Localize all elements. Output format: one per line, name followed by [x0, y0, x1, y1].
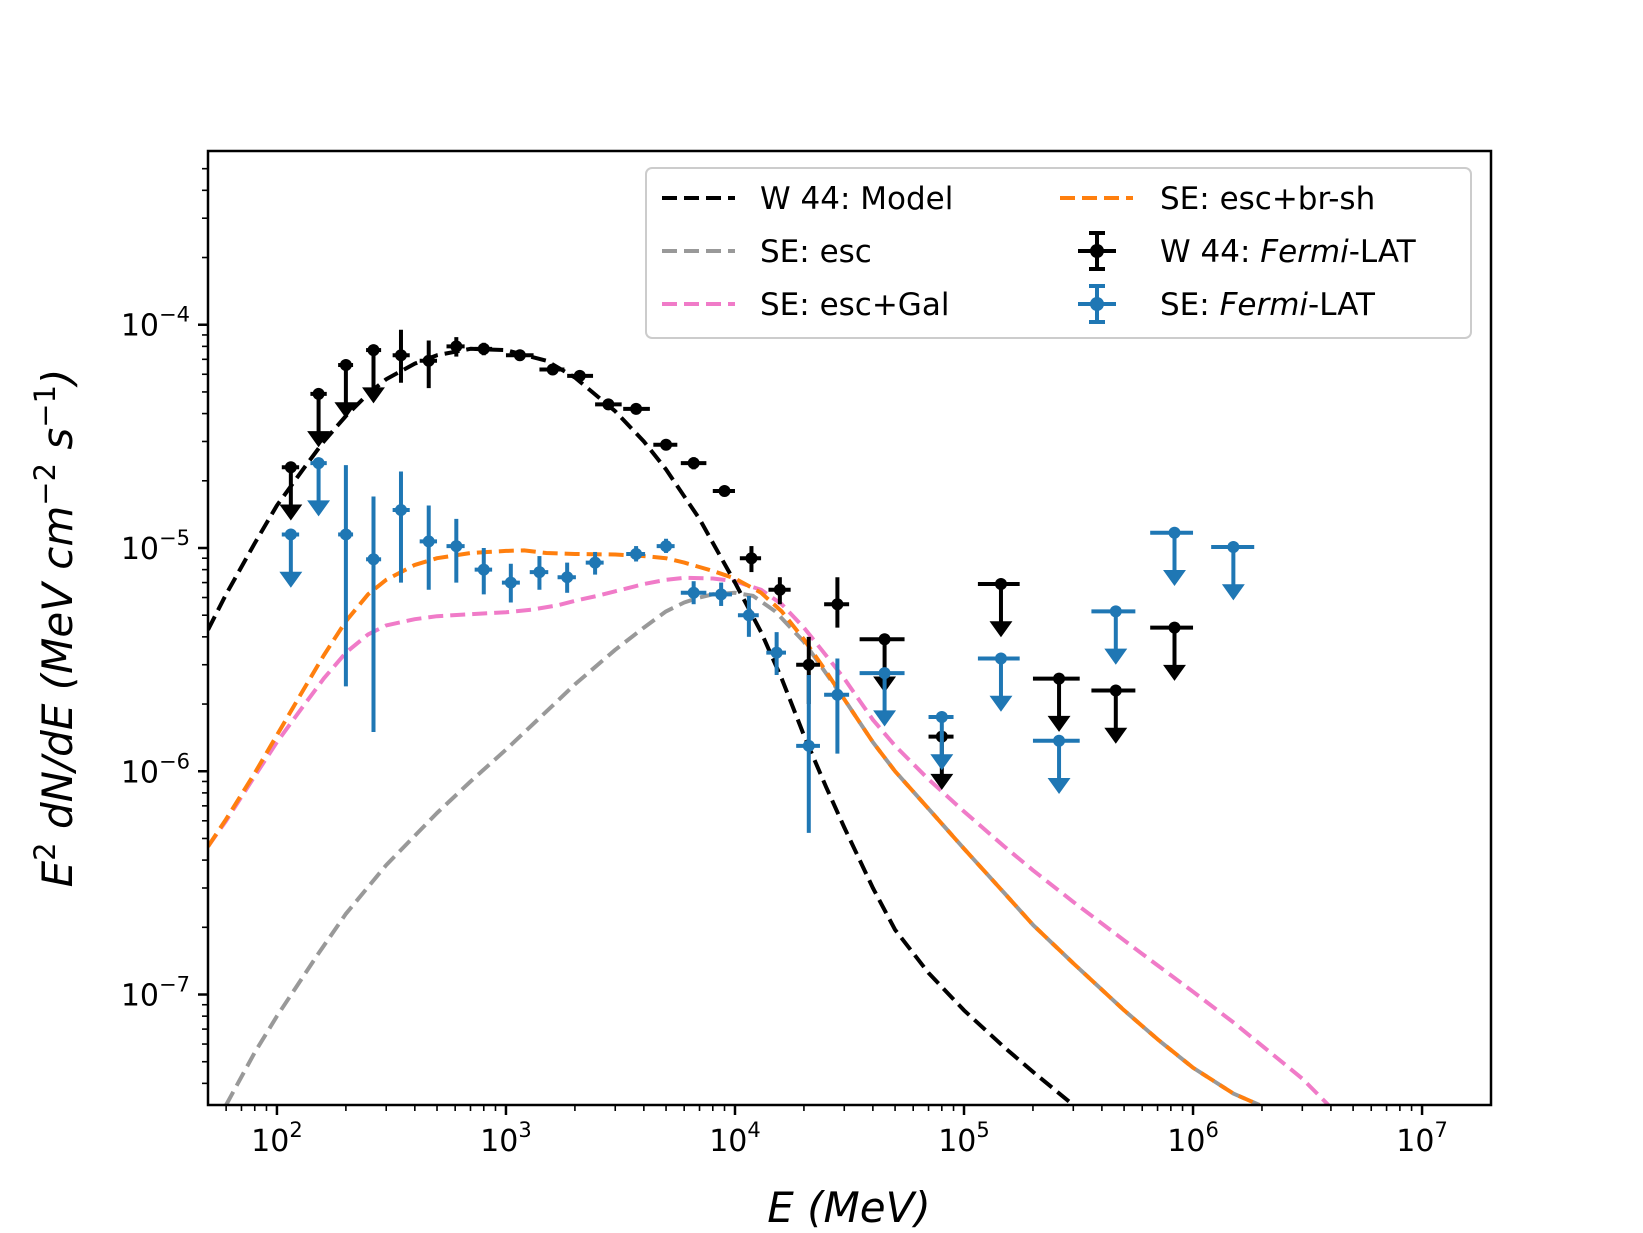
curve-w44-model [208, 346, 1075, 1105]
w44-fermi-point [567, 369, 594, 382]
se-fermi-point [557, 562, 576, 593]
w44-fermi-point [595, 398, 622, 411]
se-fermi-point [928, 710, 954, 771]
legend-swatch-se-fermi [1078, 284, 1116, 324]
w44-fermi-point [334, 359, 358, 419]
se-fermi-point [626, 546, 646, 562]
w44-fermi-point [768, 577, 791, 605]
w44-fermi-point [392, 329, 410, 383]
w44-fermi-point [446, 337, 465, 357]
y-tick-label: 10−6 [121, 749, 190, 790]
w44-fermi-point [1091, 684, 1136, 744]
curve-se-esc-gal [208, 575, 1330, 1105]
w44-fermi-point [279, 461, 303, 521]
legend-label-w44-model: W 44: Model [760, 181, 953, 217]
legend-frame [645, 167, 1472, 339]
se-fermi-point [859, 667, 905, 727]
w44-fermi-point [712, 485, 735, 498]
w44-fermi-point [505, 349, 534, 362]
se-fermi-point [307, 457, 331, 517]
se-fermi-point [977, 652, 1020, 712]
legend-label-se-fermi: SE: Fermi-LAT [1160, 287, 1376, 323]
se-fermi-point [737, 595, 759, 637]
x-tick-label: 106 [1167, 1118, 1219, 1159]
legend-label-se-esc-gal: SE: esc+Gal [760, 287, 949, 323]
x-tick-label: 103 [480, 1118, 532, 1159]
se-fermi-point [392, 471, 410, 583]
se-fermi-point [338, 465, 354, 687]
w44-fermi-point [419, 340, 438, 389]
se-fermi-point [1091, 605, 1136, 665]
x-tick-label: 104 [709, 1118, 761, 1159]
x-tick-label: 105 [938, 1118, 990, 1159]
legend-swatch-w44-fermi [1078, 231, 1116, 271]
se-fermi-point [419, 505, 438, 590]
w44-fermi-point [680, 457, 707, 470]
y-tick-label: 10−7 [121, 973, 190, 1014]
data-points [279, 329, 1255, 833]
x-tick-label: 107 [1396, 1118, 1448, 1159]
w44-fermi-point [362, 344, 385, 404]
w44-fermi-point [307, 387, 331, 448]
w44-fermi-point [977, 577, 1020, 638]
se-fermi-point [708, 582, 732, 606]
x-tick-label: 102 [251, 1118, 303, 1159]
w44-fermi-point [1150, 621, 1194, 681]
se-fermi-point [474, 547, 493, 595]
se-fermi-point [796, 674, 820, 833]
se-fermi-point [1211, 541, 1255, 601]
se-fermi-point [529, 556, 549, 590]
curve-se-esc-brsh [208, 548, 1261, 1105]
y-tick-label: 10−5 [121, 526, 190, 567]
se-fermi-point [1150, 526, 1194, 587]
w44-fermi-point [474, 342, 493, 356]
se-fermi-point [446, 518, 465, 583]
y-tick-label: 10−4 [121, 303, 190, 344]
plot-frame [206, 149, 1493, 1107]
y-axis-label: E2 dN/dE (MeV cm−2 s−1) [28, 369, 82, 888]
w44-fermi-point [824, 577, 850, 628]
se-fermi-point [766, 632, 786, 675]
se-fermi-point [585, 551, 604, 575]
w44-fermi-point [623, 402, 650, 415]
w44-fermi-point [739, 546, 762, 573]
se-fermi-point [680, 581, 707, 605]
se-fermi-point [366, 496, 382, 732]
x-axis-label: E (MeV) [767, 1183, 931, 1232]
legend-label-w44-fermi: W 44: Fermi-LAT [1160, 234, 1417, 270]
legend-label-se-esc: SE: esc [760, 234, 872, 270]
se-fermi-point [279, 528, 303, 588]
se-fermi-point [824, 658, 850, 754]
se-fermi-point [656, 538, 675, 553]
w44-fermi-point [539, 363, 565, 376]
w44-fermi-point [1032, 672, 1080, 732]
se-fermi-point [501, 563, 520, 603]
se-fermi-point [1032, 734, 1080, 795]
legend-label-se-esc-brsh: SE: esc+br-sh [1160, 181, 1375, 217]
w44-fermi-point [653, 438, 678, 451]
legend: W 44: Model SE: esc SE: esc+Gal SE: esc+… [645, 167, 1472, 339]
